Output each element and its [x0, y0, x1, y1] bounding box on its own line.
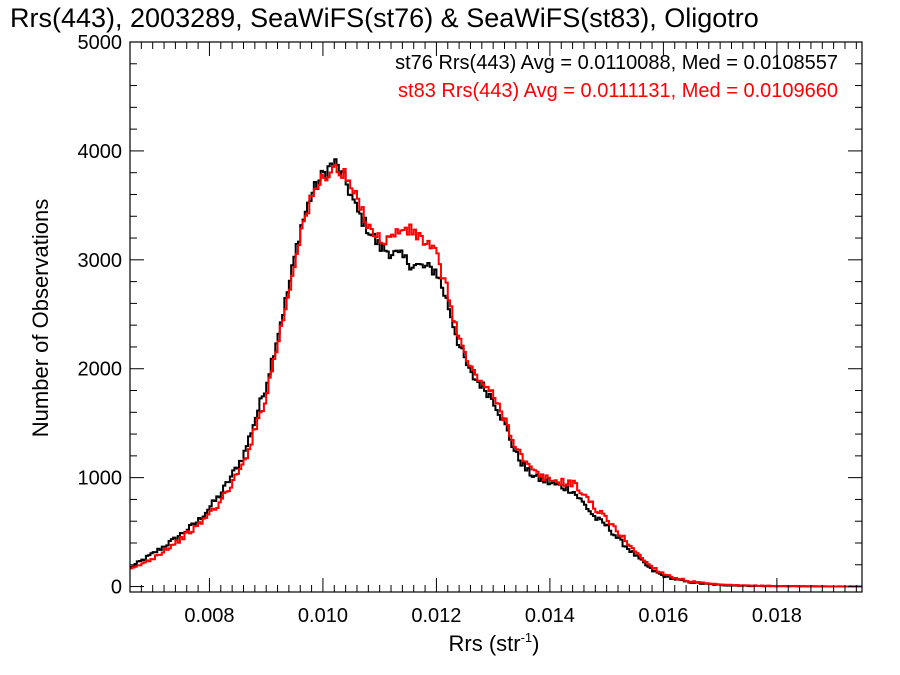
x-axis-label-superscript: -1 — [521, 630, 533, 645]
x-axis-label-main: Rrs (str — [449, 631, 521, 656]
axis-tick-labels: 0.008 0.010 0.012 0.014 0.016 0.018 0 1000 2000 3… — [78, 32, 802, 627]
y-tick-label: 1000 — [78, 468, 123, 490]
y-tick-label: 0 — [111, 577, 122, 599]
y-tick-label: 3000 — [78, 250, 123, 272]
x-tick-label: 0.010 — [298, 605, 348, 627]
x-tick-label: 0.016 — [638, 605, 688, 627]
series-st83-line — [130, 163, 862, 588]
y-tick-label: 2000 — [78, 359, 123, 381]
plot-frame — [129, 41, 863, 593]
x-tick-label: 0.012 — [411, 605, 461, 627]
series-group — [130, 158, 862, 588]
x-axis-label: Rrs (str-1) — [449, 630, 540, 656]
x-axis-label-close: ) — [532, 631, 539, 656]
stats-annotation-st83: st83 Rrs(443) Avg = 0.0111131, Med = 0.0… — [398, 80, 838, 102]
y-axis-label: Number of Observations — [28, 199, 53, 437]
x-tick-label: 0.008 — [184, 605, 234, 627]
chart-title: Rrs(443), 2003289, SeaWiFS(st76) & SeaWi… — [10, 3, 759, 33]
axis-ticks — [130, 41, 862, 592]
stats-annotation-st76: st76 Rrs(443) Avg = 0.0110088, Med = 0.0… — [395, 52, 838, 74]
series-st76-line — [130, 158, 862, 588]
x-tick-label: 0.018 — [752, 605, 802, 627]
x-tick-label: 0.014 — [525, 605, 575, 627]
y-tick-label: 5000 — [78, 32, 123, 54]
y-tick-label: 4000 — [78, 141, 123, 163]
